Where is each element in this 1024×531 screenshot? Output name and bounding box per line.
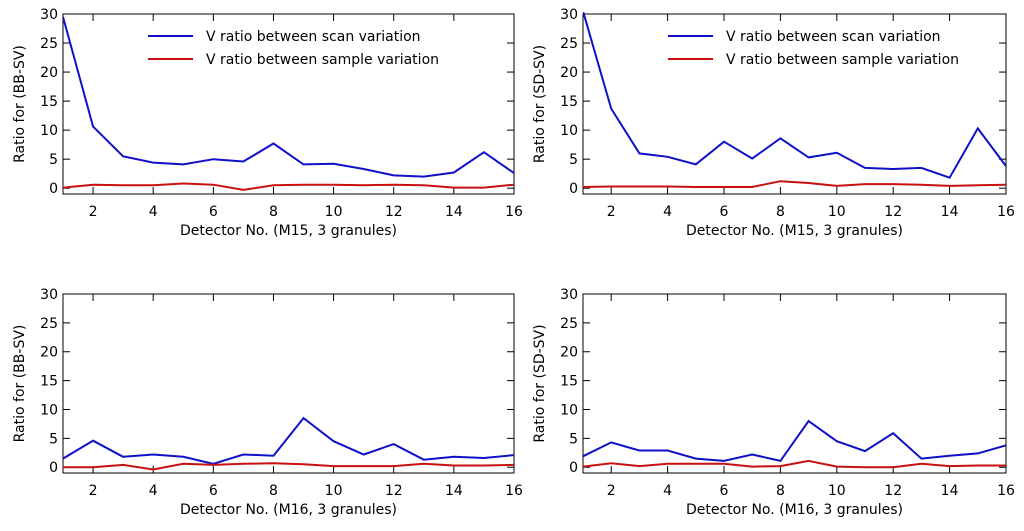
x-tick-label: 8 bbox=[269, 483, 278, 499]
x-tick-label: 12 bbox=[884, 204, 902, 220]
x-tick-label: 6 bbox=[209, 204, 218, 220]
y-tick-label: 0 bbox=[569, 181, 578, 197]
x-tick-label: 16 bbox=[997, 204, 1015, 220]
legend-label: V ratio between scan variation bbox=[206, 29, 421, 45]
series-line-sample-variation bbox=[63, 462, 514, 471]
y-tick-label: 25 bbox=[560, 36, 578, 52]
x-tick-label: 16 bbox=[997, 483, 1015, 499]
x-tick-label: 14 bbox=[941, 204, 959, 220]
x-tick-label: 12 bbox=[385, 204, 403, 220]
x-tick-label: 6 bbox=[720, 483, 729, 499]
y-tick-label: 10 bbox=[560, 123, 578, 139]
x-tick-label: 4 bbox=[663, 204, 672, 220]
y-tick-label: 20 bbox=[560, 65, 578, 81]
legend-label: V ratio between scan variation bbox=[726, 29, 941, 45]
y-tick-label: 10 bbox=[40, 123, 58, 139]
x-tick-label: 6 bbox=[209, 483, 218, 499]
y-tick-label: 30 bbox=[40, 7, 58, 23]
y-tick-label: 15 bbox=[40, 374, 58, 390]
x-tick-label: 10 bbox=[828, 483, 846, 499]
y-tick-label: 10 bbox=[560, 402, 578, 418]
x-tick-label: 4 bbox=[149, 483, 158, 499]
x-tick-label: 12 bbox=[884, 483, 902, 499]
y-tick-label: 25 bbox=[40, 36, 58, 52]
plot-frame bbox=[582, 293, 1007, 474]
y-tick-label: 5 bbox=[49, 152, 58, 168]
x-tick-label: 12 bbox=[385, 483, 403, 499]
series-line-sample-variation bbox=[583, 459, 1006, 469]
y-axis-label: Ratio for (SD-SV) bbox=[532, 45, 548, 163]
y-tick-label: 30 bbox=[560, 7, 578, 23]
y-tick-label: 0 bbox=[49, 460, 58, 476]
x-tick-label: 16 bbox=[505, 204, 523, 220]
x-axis-label: Detector No. (M15, 3 granules) bbox=[180, 223, 397, 239]
y-tick-label: 30 bbox=[40, 287, 58, 303]
x-tick-label: 2 bbox=[89, 483, 98, 499]
y-tick-label: 20 bbox=[40, 345, 58, 361]
y-tick-label: 5 bbox=[569, 152, 578, 168]
y-tick-label: 25 bbox=[40, 316, 58, 332]
chart-panel-2: 2 4 6 8 10 12 14 16 0 5 10 15 20 25 30 Detector No. (M1… bbox=[532, 7, 1015, 239]
x-tick-label: 10 bbox=[325, 483, 343, 499]
series-line-sample-variation bbox=[63, 182, 514, 191]
plot-frame bbox=[62, 293, 515, 474]
y-axis-label: Ratio for (SD-SV) bbox=[532, 324, 548, 442]
plot-frame bbox=[62, 13, 515, 195]
x-tick-label: 4 bbox=[663, 483, 672, 499]
x-tick-label: 8 bbox=[776, 204, 785, 220]
x-axis-label: Detector No. (M16, 3 granules) bbox=[686, 502, 903, 518]
x-tick-label: 2 bbox=[89, 204, 98, 220]
x-tick-label: 10 bbox=[325, 204, 343, 220]
x-tick-label: 14 bbox=[941, 483, 959, 499]
chart-panel-4: 2 4 6 8 10 12 14 16 0 5 10 15 20 25 30 Detector No. (M1… bbox=[532, 287, 1015, 518]
y-axis-label: Ratio for (BB-SV) bbox=[12, 325, 28, 443]
legend: V ratio between scan variation V ratio be… bbox=[668, 29, 959, 68]
y-tick-label: 20 bbox=[40, 65, 58, 81]
y-tick-label: 20 bbox=[560, 345, 578, 361]
y-axis-label: Ratio for (BB-SV) bbox=[12, 45, 28, 163]
x-tick-label: 6 bbox=[720, 204, 729, 220]
series-line-sample-variation bbox=[583, 180, 1006, 188]
y-tick-label: 30 bbox=[560, 287, 578, 303]
y-tick-label: 15 bbox=[560, 94, 578, 110]
y-tick-label: 5 bbox=[49, 431, 58, 447]
y-tick-label: 10 bbox=[40, 402, 58, 418]
series-line-scan-variation bbox=[63, 16, 514, 178]
y-tick-label: 15 bbox=[560, 374, 578, 390]
legend-label: V ratio between sample variation bbox=[726, 52, 959, 68]
chart-panel-3: 2 4 6 8 10 12 14 16 0 5 10 15 20 25 30 Detector No. (M1… bbox=[12, 287, 523, 518]
x-axis-label: Detector No. (M15, 3 granules) bbox=[686, 223, 903, 239]
x-tick-label: 14 bbox=[445, 204, 463, 220]
x-tick-label: 2 bbox=[607, 204, 616, 220]
x-tick-label: 8 bbox=[269, 204, 278, 220]
y-tick-label: 15 bbox=[40, 94, 58, 110]
series-line-scan-variation bbox=[583, 12, 1006, 179]
x-tick-label: 14 bbox=[445, 483, 463, 499]
x-tick-label: 2 bbox=[607, 483, 616, 499]
y-tick-label: 0 bbox=[49, 181, 58, 197]
legend-label: V ratio between sample variation bbox=[206, 52, 439, 68]
series-line-scan-variation bbox=[583, 419, 1006, 463]
y-tick-label: 0 bbox=[569, 460, 578, 476]
plot-frame bbox=[582, 13, 1007, 195]
series-line-scan-variation bbox=[63, 416, 514, 465]
x-axis-label: Detector No. (M16, 3 granules) bbox=[180, 502, 397, 518]
x-tick-label: 4 bbox=[149, 204, 158, 220]
legend: V ratio between scan variation V ratio be… bbox=[148, 29, 439, 68]
y-tick-label: 5 bbox=[569, 431, 578, 447]
x-tick-label: 10 bbox=[828, 204, 846, 220]
x-tick-label: 16 bbox=[505, 483, 523, 499]
chart-panel-1: 2 4 6 8 10 12 14 16 0 5 10 15 20 25 30 Detector No. (M1… bbox=[12, 7, 523, 239]
x-tick-label: 8 bbox=[776, 483, 785, 499]
y-tick-label: 25 bbox=[560, 316, 578, 332]
